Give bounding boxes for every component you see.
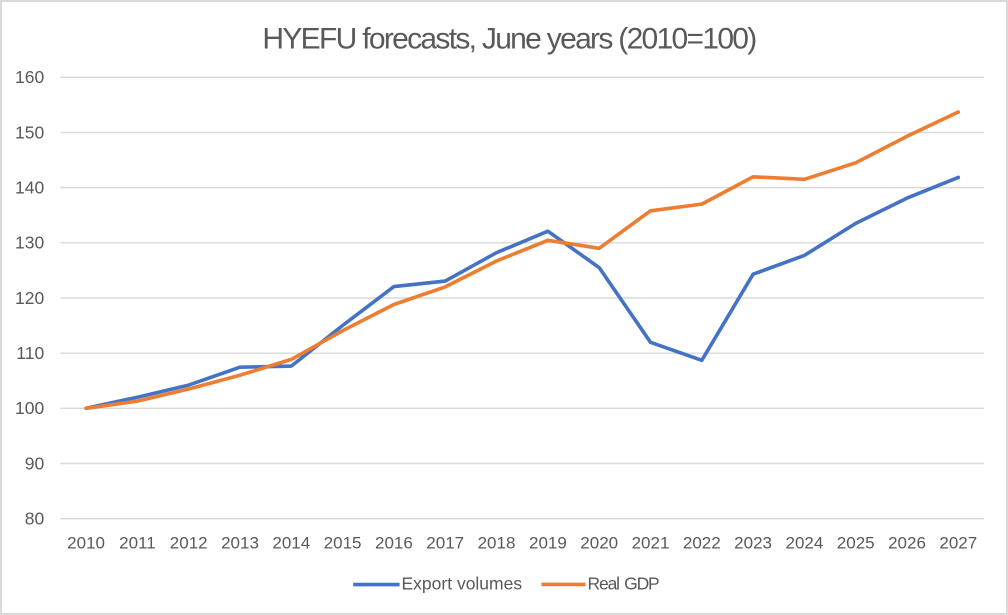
svg-text:160: 160	[15, 67, 44, 87]
svg-text:Real GDP: Real GDP	[588, 574, 660, 594]
svg-text:2019: 2019	[529, 534, 567, 553]
svg-text:2018: 2018	[478, 534, 516, 553]
svg-text:2027: 2027	[939, 534, 977, 553]
svg-text:2022: 2022	[683, 534, 721, 553]
svg-text:150: 150	[15, 122, 44, 142]
svg-text:2025: 2025	[837, 534, 875, 553]
svg-text:2016: 2016	[375, 534, 413, 553]
svg-text:2026: 2026	[888, 534, 926, 553]
svg-text:2013: 2013	[221, 534, 259, 553]
svg-text:130: 130	[15, 233, 44, 253]
svg-text:2015: 2015	[324, 534, 362, 553]
svg-text:2011: 2011	[119, 534, 156, 553]
svg-text:HYEFU forecasts, June years (2: HYEFU forecasts, June years (2010=100)	[262, 23, 756, 56]
svg-text:2014: 2014	[272, 534, 310, 553]
svg-text:80: 80	[25, 509, 45, 529]
svg-text:2020: 2020	[580, 534, 618, 553]
svg-text:100: 100	[15, 398, 44, 418]
svg-text:2023: 2023	[734, 534, 772, 553]
svg-text:2024: 2024	[785, 534, 823, 553]
svg-text:Export volumes: Export volumes	[402, 574, 523, 594]
svg-text:2021: 2021	[632, 534, 670, 553]
svg-text:140: 140	[15, 177, 44, 197]
svg-text:90: 90	[25, 453, 45, 473]
svg-text:120: 120	[15, 288, 44, 308]
svg-text:110: 110	[16, 343, 44, 363]
svg-text:2017: 2017	[426, 534, 464, 553]
svg-text:2010: 2010	[67, 534, 105, 553]
svg-text:2012: 2012	[170, 534, 208, 553]
